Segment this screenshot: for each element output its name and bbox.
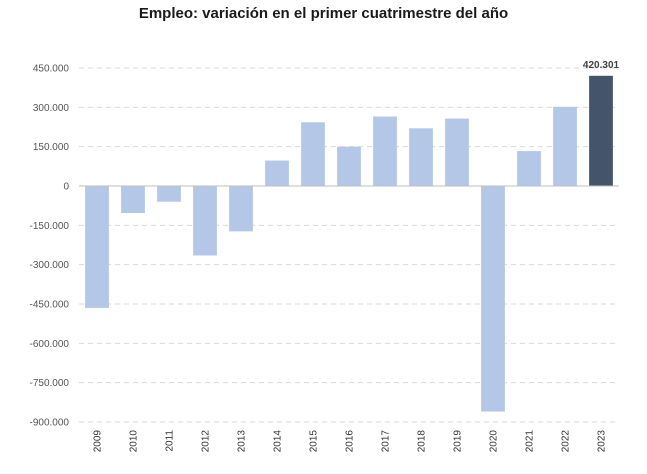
bar-2011 [157,186,181,202]
x-tick-label: 2014 [273,430,284,453]
bar-2013 [229,186,253,232]
x-tick-label: 2011 [165,430,176,452]
bar-2009 [85,186,109,308]
x-tick-label: 2021 [525,430,536,453]
x-tick-label: 2009 [93,430,104,453]
y-tick-label: 450.000 [33,64,70,75]
bar-2012 [193,186,217,256]
x-tick-label: 2019 [453,430,464,453]
y-tick-label: -450.000 [30,300,70,311]
bars [85,75,613,412]
bar-2020 [481,186,505,412]
x-tick-label: 2023 [597,430,608,453]
x-tick-label: 2017 [381,430,392,453]
y-tick-label: -750.000 [30,378,70,389]
bar-2015 [301,122,325,186]
y-tick-label: -300.000 [30,260,70,271]
x-tick-label: 2012 [201,430,212,453]
x-tick-label: 2015 [309,430,320,453]
data-labels: 420.301 [583,60,620,71]
bar-2021 [517,151,541,186]
bar-2023 [589,75,613,186]
bar-2010 [121,186,145,214]
x-tick-label: 2022 [561,430,572,453]
y-tick-label: -600.000 [30,339,70,350]
y-tick-labels: 450.000 300.000 150.000 0 -150.000 -300.000 -4… [30,64,70,429]
y-tick-label: 0 [63,182,69,193]
bar-2017 [373,116,397,186]
y-tick-label: 150.000 [33,142,70,153]
y-tick-label: -900.000 [30,418,70,429]
gridlines [79,67,619,423]
x-tick-label: 2010 [129,430,140,453]
bar-2018 [409,128,433,186]
bar-2019 [445,118,469,186]
x-tick-labels: 2009 2010 2011 2012 2013 2014 2015 2016 2017 2018… [93,430,608,453]
data-label: 420.301 [583,60,620,71]
x-tick-label: 2020 [489,430,500,453]
y-tick-label: 300.000 [33,103,70,114]
bar-2014 [265,160,289,186]
x-tick-label: 2018 [417,430,428,453]
y-tick-label: -150.000 [30,221,70,232]
bar-2016 [337,146,361,186]
chart-title: Empleo: variación en el primer cuatrimes… [138,5,509,22]
x-tick-label: 2016 [345,430,356,453]
x-tick-label: 2013 [237,430,248,453]
bar-2022 [553,106,577,186]
